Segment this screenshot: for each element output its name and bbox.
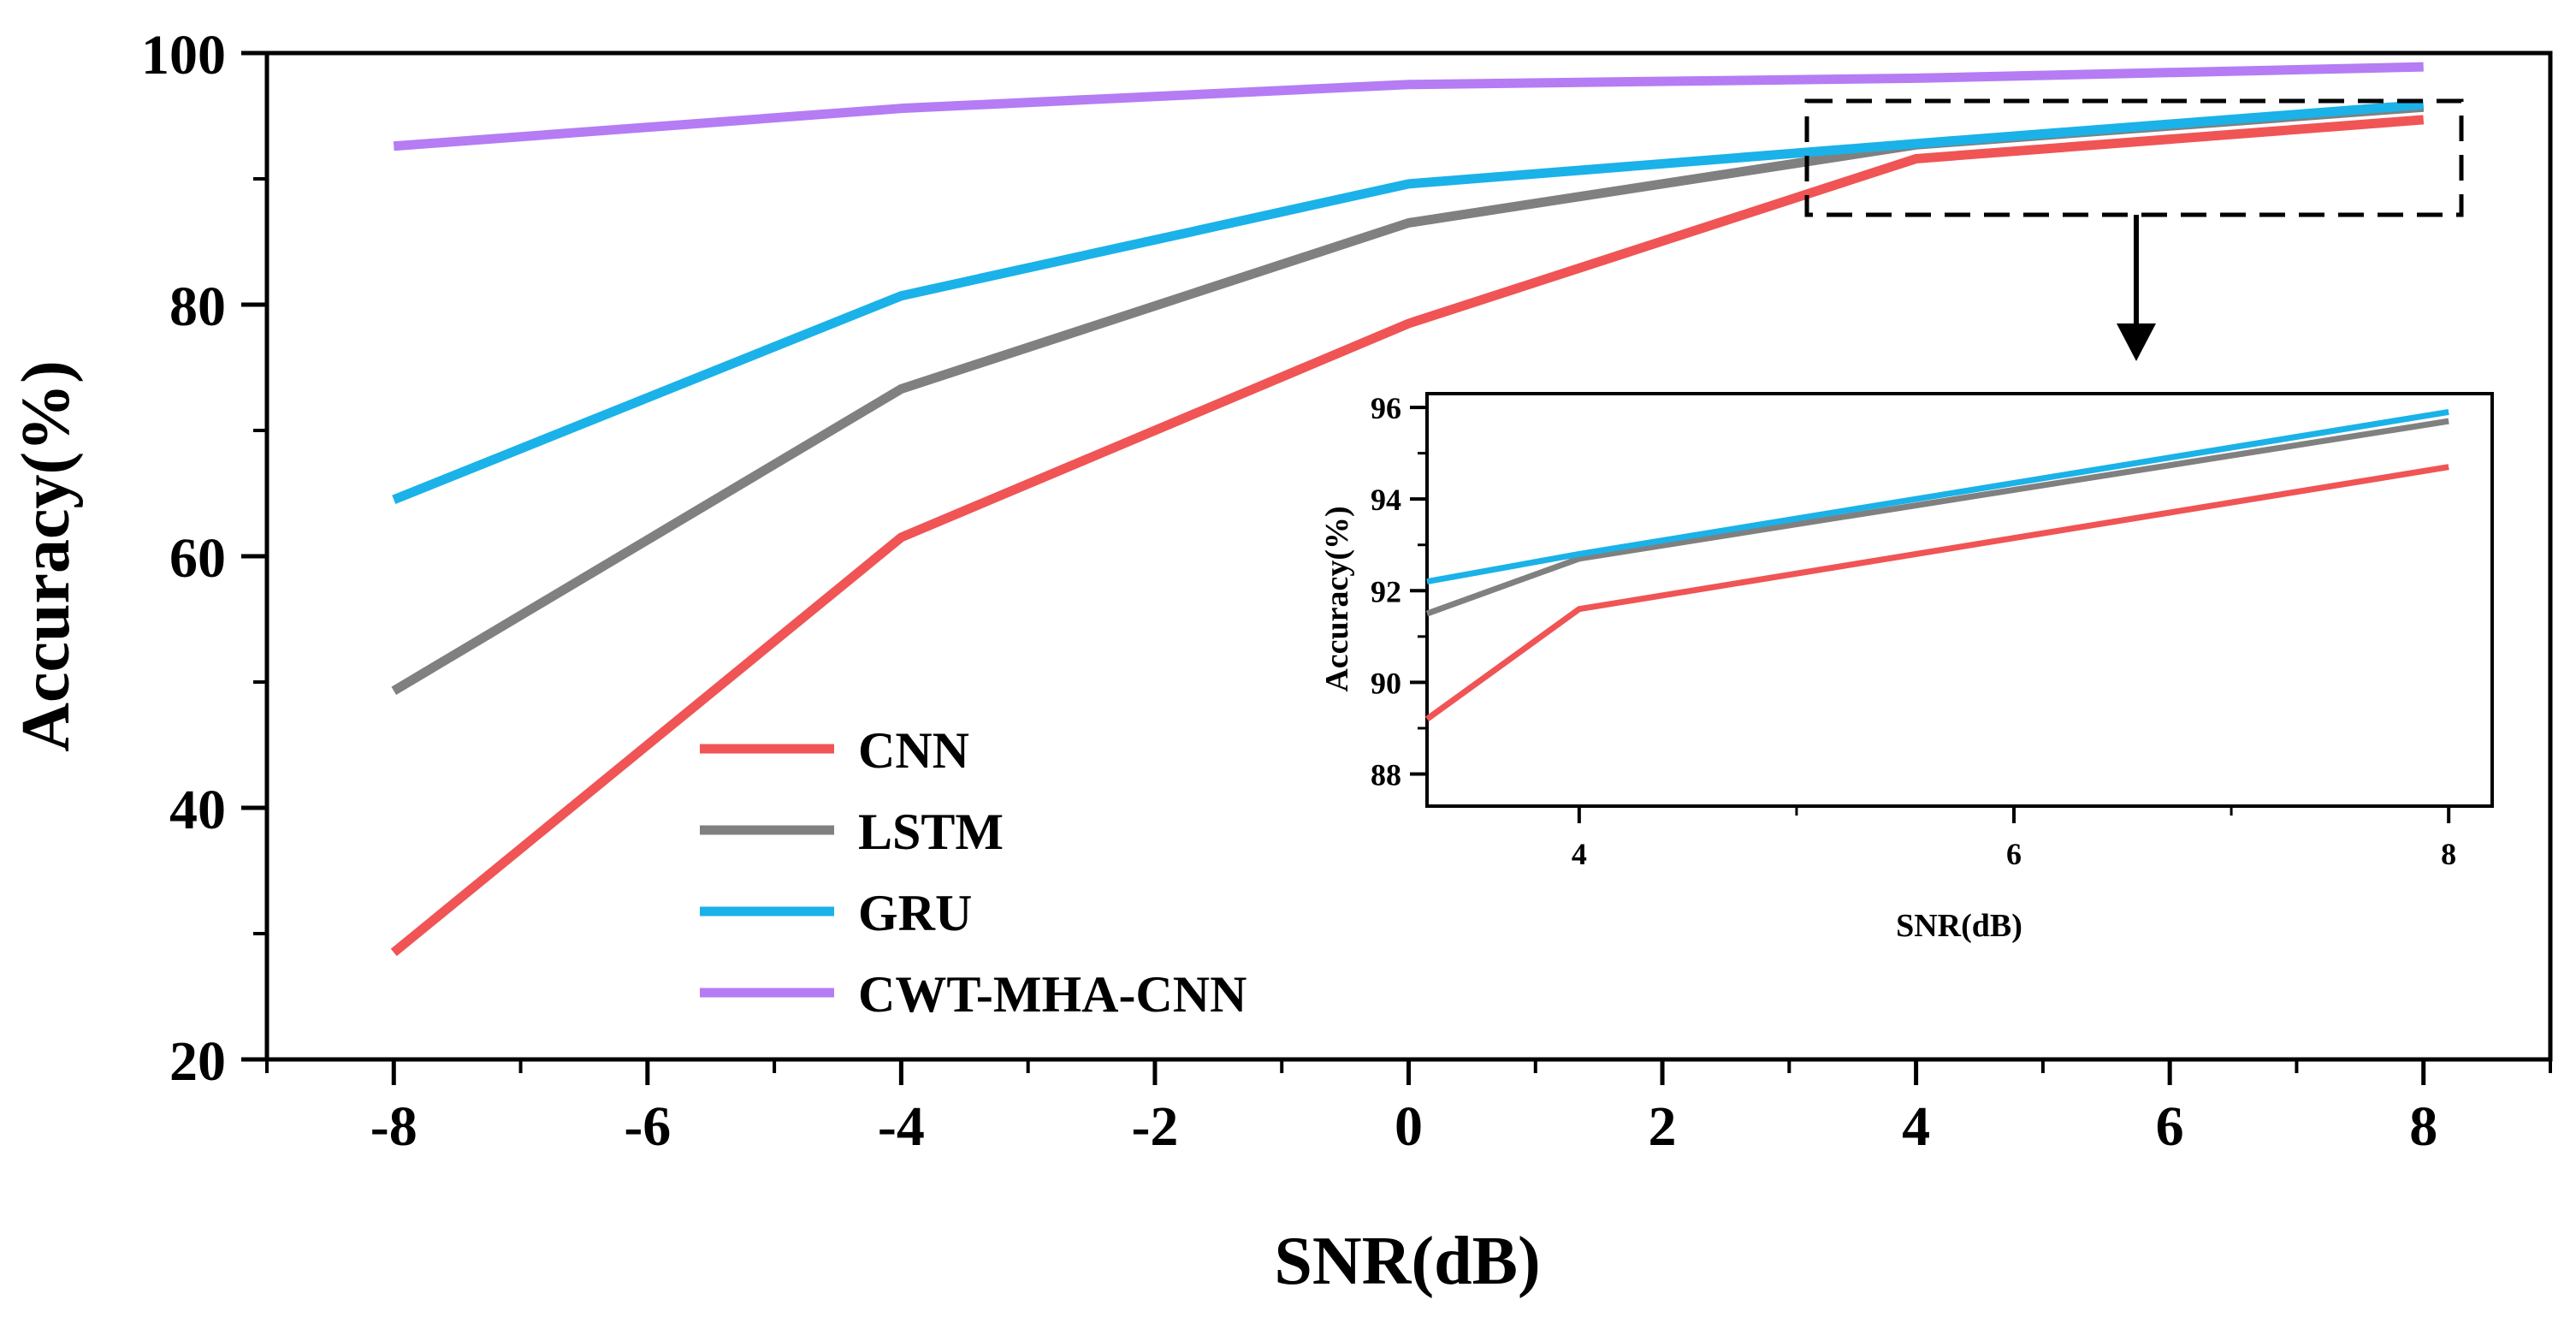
inset-series-line-lstm	[1425, 418, 2449, 617]
inset-plot-frame	[1425, 392, 2494, 808]
legend-label-gru: GRU	[858, 885, 972, 941]
series-line-cnn	[390, 115, 2425, 957]
y-tick-label: 80	[169, 276, 226, 338]
main-axis-ticks	[241, 50, 2552, 1085]
inset-y-tick-label: 90	[1371, 666, 1401, 700]
inset-series-line-gru	[1426, 408, 2449, 585]
legend-label-lstm: LSTM	[858, 804, 1004, 860]
inset-series-line-cnn	[1424, 464, 2449, 722]
inset-series-lines	[1424, 408, 2449, 722]
inset-x-tick-label: 4	[1572, 837, 1587, 871]
inset-y-tick-label: 94	[1371, 483, 1401, 517]
legend: CNN LSTM GRU CWT-MHA-CNN	[700, 722, 1247, 1023]
main-tick-labels: -8 -6 -4 -2 0 2 4 6 8 20 40 60 80 100	[141, 24, 2437, 1158]
x-tick-label: 4	[1902, 1095, 1930, 1158]
x-tick-label: -4	[878, 1095, 925, 1158]
zoom-selection-box	[1804, 98, 2464, 217]
x-tick-label: 8	[2409, 1095, 2437, 1158]
x-tick-label: -8	[370, 1095, 417, 1158]
x-tick-label: 2	[1649, 1095, 1677, 1158]
inset-x-tick-label: 8	[2441, 837, 2456, 871]
x-tick-label: -2	[1131, 1095, 1178, 1158]
y-tick-label: 60	[169, 527, 226, 590]
inset-y-tick-label: 88	[1371, 758, 1401, 792]
main-y-axis-title: Accuracy(%)	[9, 360, 84, 752]
legend-label-cwt-mha-cnn: CWT-MHA-CNN	[858, 966, 1247, 1023]
series-line-cwt-mha-cnn	[393, 62, 2424, 151]
x-tick-label: 6	[2156, 1095, 2184, 1158]
inset-y-tick-label: 96	[1371, 391, 1401, 425]
x-tick-label: -6	[624, 1095, 671, 1158]
series-line-gru	[392, 99, 2425, 504]
legend-label-cnn: CNN	[858, 722, 969, 779]
y-tick-label: 100	[141, 24, 226, 86]
y-tick-label: 20	[169, 1030, 226, 1093]
inset-x-axis-title: SNR(dB)	[1896, 908, 2022, 944]
inset-axis-ticks	[1410, 406, 2451, 823]
inset-x-tick-label: 6	[2006, 837, 2022, 871]
main-x-axis-title: SNR(dB)	[1274, 1224, 1540, 1299]
y-tick-label: 40	[169, 779, 226, 841]
inset-y-axis-title: Accuracy(%)	[1319, 506, 1355, 691]
inset-y-tick-label: 92	[1371, 574, 1401, 608]
main-series-lines	[390, 62, 2425, 957]
zoom-arrow-head	[2117, 323, 2156, 361]
x-tick-label: 0	[1395, 1095, 1423, 1158]
